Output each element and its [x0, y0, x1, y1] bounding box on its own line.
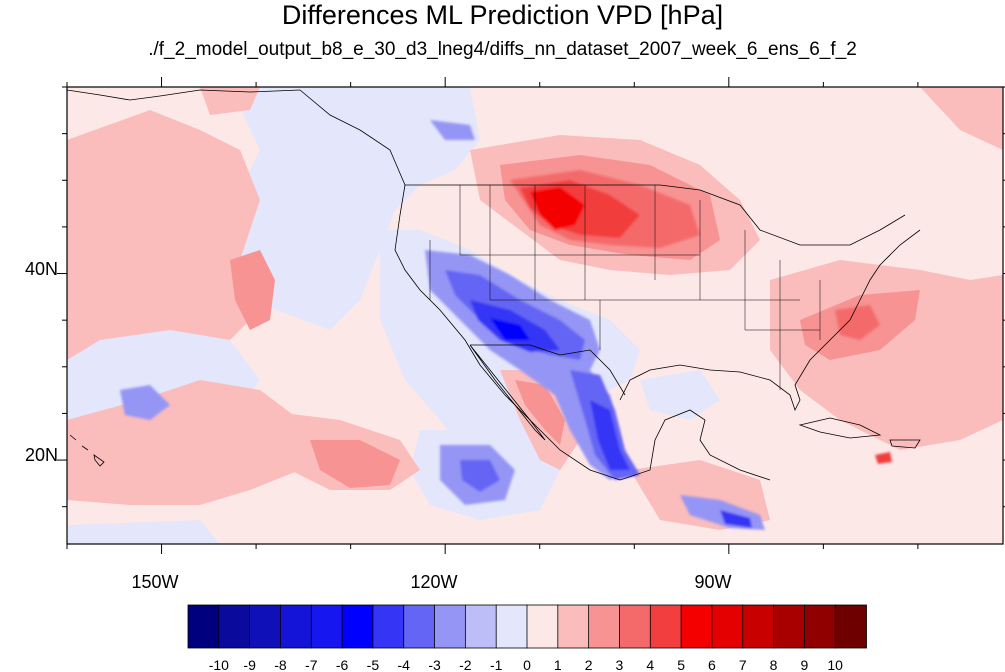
colorbar-label: 0 [523, 657, 531, 672]
gulf-coastline [619, 229, 921, 412]
colorbar-swatch [834, 604, 867, 649]
colorbar-swatch [249, 604, 282, 649]
state-lines [429, 185, 821, 390]
colorbar-swatch [649, 604, 682, 649]
colorbar-swatch [187, 604, 220, 649]
lon-label-90w: 90W [694, 572, 731, 592]
colorbar-swatch [464, 604, 498, 649]
colorbar-label: -4 [398, 657, 411, 672]
colorbar-label: -10 [209, 657, 229, 672]
colorbar-swatch [742, 604, 775, 649]
colorbar-label: 6 [708, 657, 716, 672]
colorbar-swatch [588, 604, 621, 649]
lat-label-20n: 20N [25, 445, 58, 465]
colorbar-label: 7 [739, 657, 747, 672]
us-canada-border [405, 184, 906, 246]
colorbar-swatch [372, 604, 405, 649]
cuba-coastline [798, 417, 882, 439]
axis-ticks [57, 77, 1005, 554]
colorbar-swatch [434, 604, 467, 649]
us-mexico-border [470, 344, 626, 396]
colorbar-label: 1 [554, 657, 562, 672]
colorbar-swatch [773, 604, 806, 649]
lat-axis-labels: 40N 20N [25, 259, 58, 465]
colorbar-swatch [803, 604, 837, 649]
colorbar-swatch [711, 604, 744, 649]
colorbar-swatch [280, 604, 313, 649]
field-layer [67, 87, 1003, 544]
hawaii-islands [69, 434, 105, 467]
colorbar-swatch [310, 604, 343, 649]
positive-strong-regions [510, 170, 892, 464]
plot-frame [66, 86, 1004, 545]
colorbar-label: -2 [459, 657, 472, 672]
colorbar-swatch [557, 604, 590, 649]
coastlines-borders [67, 89, 921, 481]
colorbar-swatch [341, 604, 374, 649]
colorbar-label: 8 [770, 657, 778, 672]
colorbar-label: 10 [827, 657, 843, 672]
colorbar-swatch [218, 604, 251, 649]
colorbar-label: -6 [336, 657, 349, 672]
colorbar-swatch [680, 604, 713, 649]
colorbar-swatch [526, 604, 559, 649]
colorbar-label: 9 [800, 657, 808, 672]
map-title: Differences ML Prediction VPD [hPa] [281, 0, 724, 30]
colorbar-swatch [403, 604, 436, 649]
colorbar-label: 2 [585, 657, 593, 672]
baja-coastline [469, 344, 546, 441]
colorbar-label: -8 [274, 657, 287, 672]
map-subtitle: ./f_2_model_output_b8_e_30_d3_lneg4/diff… [148, 39, 857, 60]
colorbar-label: -3 [428, 657, 441, 672]
lon-label-120w: 120W [410, 572, 457, 592]
colorbar-label: 3 [616, 657, 624, 672]
colorbar: -10 -9 -8 -7 -6 -5 -4 -3 -2 -1 0 1 2 3 4 5 6 7 8 9 10 [187, 604, 867, 672]
colorbar-swatch [495, 604, 528, 649]
colorbar-label: 5 [677, 657, 685, 672]
alaska-coastline [67, 89, 301, 101]
colorbar-label: -9 [243, 657, 256, 672]
colorbar-label: -1 [490, 657, 503, 672]
colorbar-label: -7 [305, 657, 318, 672]
hispaniola-coastline [889, 439, 921, 449]
colorbar-swatch [619, 604, 652, 649]
colorbar-label: 4 [646, 657, 654, 672]
lon-axis-labels: 150W 120W 90W [131, 572, 731, 592]
colorbar-label: -5 [367, 657, 380, 672]
lon-label-150w: 150W [131, 572, 178, 592]
lat-label-40n: 40N [25, 259, 58, 279]
negative-medium-regions [120, 120, 765, 530]
